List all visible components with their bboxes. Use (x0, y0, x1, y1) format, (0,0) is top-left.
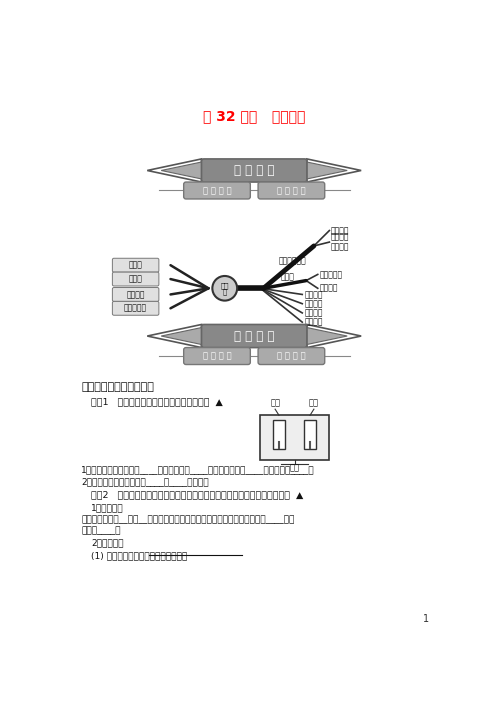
Polygon shape (307, 328, 347, 345)
FancyBboxPatch shape (201, 324, 307, 347)
Polygon shape (161, 328, 201, 345)
Text: 影响因素: 影响因素 (319, 284, 338, 293)
Text: 1．水电解时在阳极产生____，在阴极产生____，两者体积比为____，质量比为____。: 1．水电解时在阳极产生____，在阴极产生____，两者体积比为____，质量比… (81, 465, 315, 474)
Text: 氧气: 氧气 (309, 398, 319, 407)
FancyBboxPatch shape (201, 159, 307, 182)
FancyBboxPatch shape (184, 347, 250, 364)
Text: 1．物理性质: 1．物理性质 (91, 503, 124, 512)
Polygon shape (307, 162, 347, 179)
Text: 第 32 课时   水和溶液: 第 32 课时 水和溶液 (203, 110, 306, 124)
Text: 溶液的稀
释与配制: 溶液的稀 释与配制 (331, 232, 349, 252)
Text: 不饱和溶液: 不饱和溶液 (124, 304, 147, 313)
Text: 清 晰 脉 络: 清 晰 脉 络 (203, 186, 231, 195)
Text: (1) 水在通电的情况下发生电解反应：: (1) 水在通电的情况下发生电解反应： (91, 551, 187, 560)
Text: 悬浮液: 悬浮液 (128, 260, 142, 270)
Text: 影响因素: 影响因素 (331, 226, 349, 235)
Text: 溶液: 溶液 (221, 282, 229, 289)
Text: 逐 个 击 破: 逐 个 击 破 (277, 352, 306, 361)
Text: 氢气: 氢气 (270, 398, 280, 407)
FancyBboxPatch shape (113, 288, 159, 301)
Text: 纯净的水是一种__没有__颜色、没有气味和味道的液体；标准状况下沸点为____，凝: 纯净的水是一种__没有__颜色、没有气味和味道的液体；标准状况下沸点为____，… (81, 515, 295, 524)
Text: 课 前 预 热: 课 前 预 热 (234, 329, 274, 343)
Bar (304, 420, 316, 449)
Text: 水的组成: 水的组成 (305, 290, 323, 299)
Text: 形 成 系 统: 形 成 系 统 (277, 186, 306, 195)
Circle shape (212, 276, 237, 300)
FancyBboxPatch shape (184, 182, 250, 199)
FancyBboxPatch shape (113, 258, 159, 272)
Text: 一、水的组成和主要性质: 一、水的组成和主要性质 (81, 382, 154, 392)
Text: 固点为____。: 固点为____。 (81, 526, 121, 536)
FancyBboxPatch shape (113, 301, 159, 315)
Text: 2．化学性质: 2．化学性质 (91, 538, 124, 548)
Text: 溶解度: 溶解度 (281, 272, 295, 282)
Text: 溶液质量分数: 溶液质量分数 (279, 257, 307, 266)
Text: 水的性质: 水的性质 (305, 299, 323, 308)
Text: 考点1   知道水电解后的产物，描述水的组成  ▲: 考点1 知道水电解后的产物，描述水的组成 ▲ (91, 398, 223, 406)
Polygon shape (161, 162, 201, 179)
Text: 稀溶液: 稀溶液 (128, 274, 142, 284)
Text: 水的净化: 水的净化 (305, 318, 323, 326)
Text: 电极: 电极 (290, 463, 300, 472)
FancyBboxPatch shape (113, 272, 159, 286)
Text: 思 维 导 图: 思 维 导 图 (234, 164, 274, 177)
Text: 1: 1 (423, 614, 430, 624)
Text: 考点2   描述水的主要物理性质和化学性质（水能电解、水与氧化物反应等）  ▲: 考点2 描述水的主要物理性质和化学性质（水能电解、水与氧化物反应等） ▲ (91, 490, 304, 499)
FancyBboxPatch shape (258, 347, 325, 364)
Text: 水: 水 (223, 289, 227, 296)
Text: 饱和溶液: 饱和溶液 (126, 290, 145, 299)
Text: 水的用途: 水的用途 (305, 308, 323, 317)
Bar (273, 420, 285, 449)
Bar (259, 416, 329, 460)
Text: 按 照 考 纲: 按 照 考 纲 (203, 352, 231, 361)
Text: 2．电解水实验说明水是由____和____组成的。: 2．电解水实验说明水是由____和____组成的。 (81, 477, 209, 486)
FancyBboxPatch shape (258, 182, 325, 199)
Text: 溶解度曲线: 溶解度曲线 (319, 270, 342, 279)
